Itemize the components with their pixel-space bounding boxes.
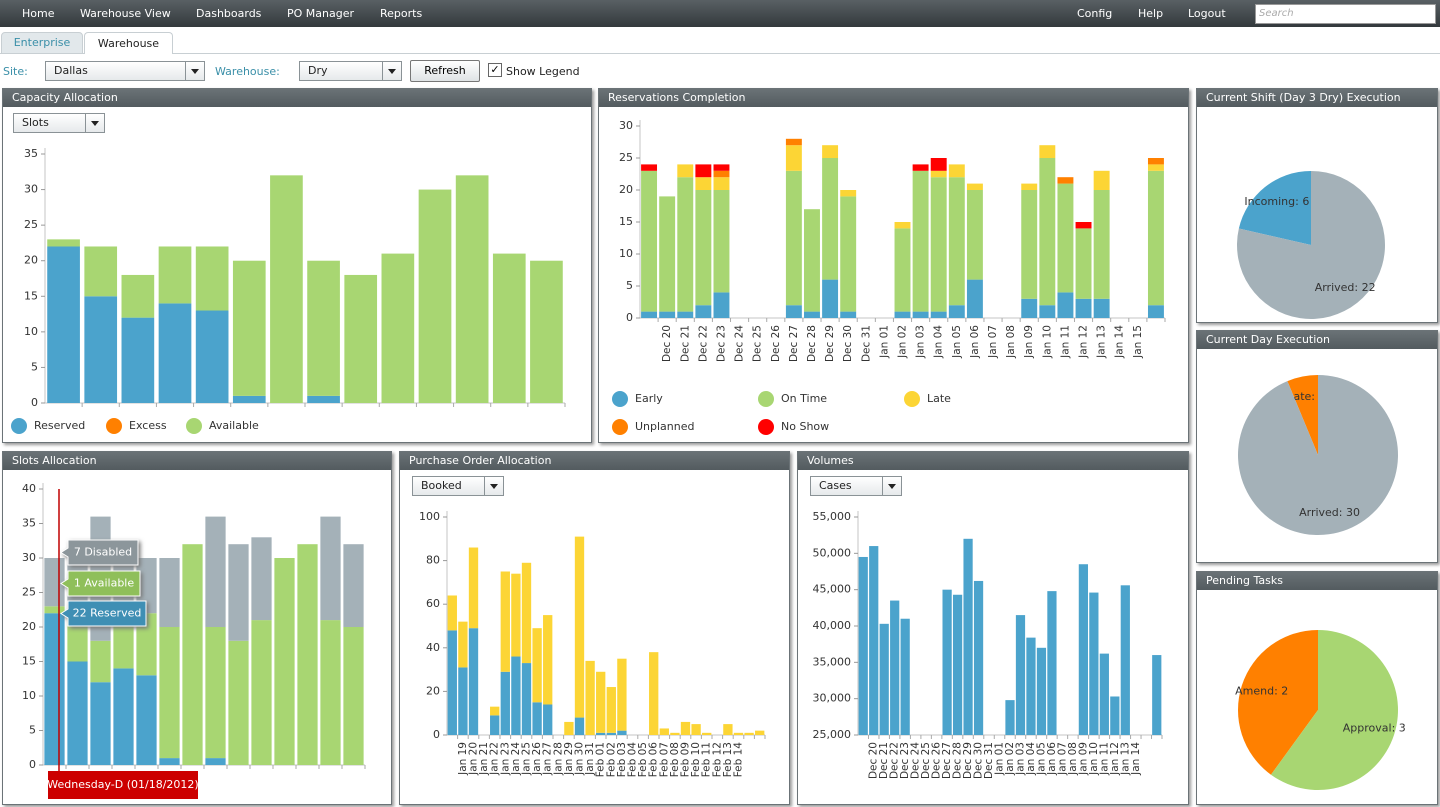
panel-title: Volumes <box>798 452 1188 470</box>
panel-title: Purchase Order Allocation <box>400 452 789 470</box>
chart-dropdown[interactable]: Booked <box>412 476 504 496</box>
chart-dropdown[interactable]: Cases <box>810 476 902 496</box>
tab[interactable]: Warehouse <box>84 32 173 54</box>
chart-dropdown[interactable]: Slots <box>13 113 105 133</box>
search-input[interactable]: Search <box>1255 4 1436 24</box>
checkbox[interactable]: ✓ <box>488 63 502 77</box>
panel: Pending Tasks <box>1196 571 1438 805</box>
panel: Slots Allocation <box>2 451 392 805</box>
tab[interactable]: Enterprise <box>1 32 83 54</box>
panel-title: Reservations Completion <box>599 89 1188 107</box>
dropdown-value[interactable]: Slots <box>22 116 49 129</box>
dropdown-value: Dallas <box>54 64 88 77</box>
panel-title: Current Shift (Day 3 Dry) Execution <box>1197 89 1437 107</box>
panel-title: Current Day Execution <box>1197 331 1437 349</box>
checkbox-label[interactable]: Show Legend <box>506 65 580 78</box>
panel: Purchase Order Allocation <box>399 451 790 805</box>
refresh-button[interactable]: Refresh <box>410 60 480 82</box>
filter-label: Site: <box>3 65 28 78</box>
nav-item[interactable]: Logout <box>1188 7 1226 20</box>
nav-item[interactable]: Dashboards <box>196 7 262 20</box>
dropdown-value[interactable]: Booked <box>421 479 462 492</box>
panel-title: Slots Allocation <box>3 452 391 470</box>
panel: Reservations Completion <box>598 88 1189 443</box>
nav-item[interactable]: Reports <box>380 7 423 20</box>
filter-label: Warehouse: <box>215 65 280 78</box>
panel-title: Pending Tasks <box>1197 572 1437 590</box>
dropdown-value[interactable]: Cases <box>819 479 852 492</box>
panel-title: Capacity Allocation <box>3 89 591 107</box>
dropdown-value: Dry <box>308 64 328 77</box>
panel: Capacity Allocation <box>2 88 592 443</box>
nav-item[interactable]: Config <box>1077 7 1113 20</box>
panel: Current Shift (Day 3 Dry) Execution <box>1196 88 1438 323</box>
site-dropdown[interactable]: Dallas <box>45 61 205 81</box>
nav-item[interactable]: PO Manager <box>287 7 355 20</box>
panel: Volumes <box>797 451 1189 805</box>
nav-item[interactable]: Home <box>22 7 55 20</box>
tab-strip <box>0 53 1440 54</box>
nav-bar <box>0 0 1440 27</box>
nav-item[interactable]: Warehouse View <box>80 7 171 20</box>
warehouse-dropdown[interactable]: Dry <box>299 61 402 81</box>
nav-item[interactable]: Help <box>1138 7 1164 20</box>
panel: Current Day Execution <box>1196 330 1438 563</box>
